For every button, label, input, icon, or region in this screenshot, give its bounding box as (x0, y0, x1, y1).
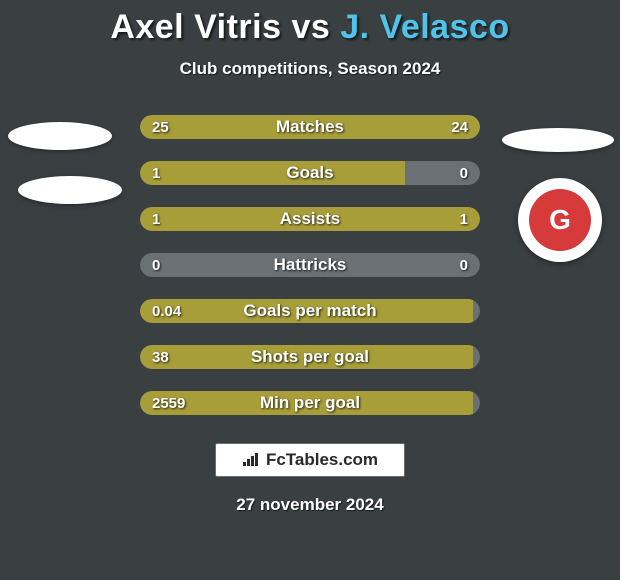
stat-row: Min per goal2559 (140, 391, 480, 415)
stat-track (140, 253, 480, 277)
stat-fill-left (140, 161, 405, 185)
stat-fill-left (140, 345, 473, 369)
site-name: FcTables.com (266, 450, 378, 470)
stat-fill-right (313, 115, 480, 139)
player-b-name: J. Velasco (340, 8, 509, 46)
club-badge: G (518, 178, 602, 262)
stat-fill-left (140, 391, 473, 415)
club-badge-inner: G (529, 189, 591, 251)
title: Axel Vitris vs J. Velasco (110, 8, 509, 47)
subtitle: Club competitions, Season 2024 (180, 59, 441, 79)
title-vs: vs (282, 8, 341, 46)
player-b-avatar-placeholder (502, 128, 614, 152)
comparison-card: Axel Vitris vs J. Velasco Club competiti… (0, 0, 620, 580)
site-attribution: FcTables.com (215, 443, 405, 477)
stat-fill-left (140, 207, 310, 231)
stat-row: Assists11 (140, 207, 480, 231)
player-a-avatar-placeholder-1 (8, 122, 112, 150)
stat-fill-left (140, 299, 473, 323)
player-a-name: Axel Vitris (110, 8, 281, 46)
stat-row: Goals10 (140, 161, 480, 185)
footer-date: 27 november 2024 (236, 495, 383, 515)
chart-icon (242, 453, 260, 467)
stat-bars: Matches2524 Goals10 Assists11 Hattricks00 Go… (140, 115, 480, 415)
club-badge-letter: G (549, 204, 571, 236)
stat-row: Hattricks00 (140, 253, 480, 277)
stat-row: Goals per match0.04 (140, 299, 480, 323)
stat-fill-left (140, 115, 313, 139)
stat-fill-right (310, 207, 480, 231)
stat-row: Matches2524 (140, 115, 480, 139)
stat-row: Shots per goal38 (140, 345, 480, 369)
player-a-avatar-placeholder-2 (18, 176, 122, 204)
